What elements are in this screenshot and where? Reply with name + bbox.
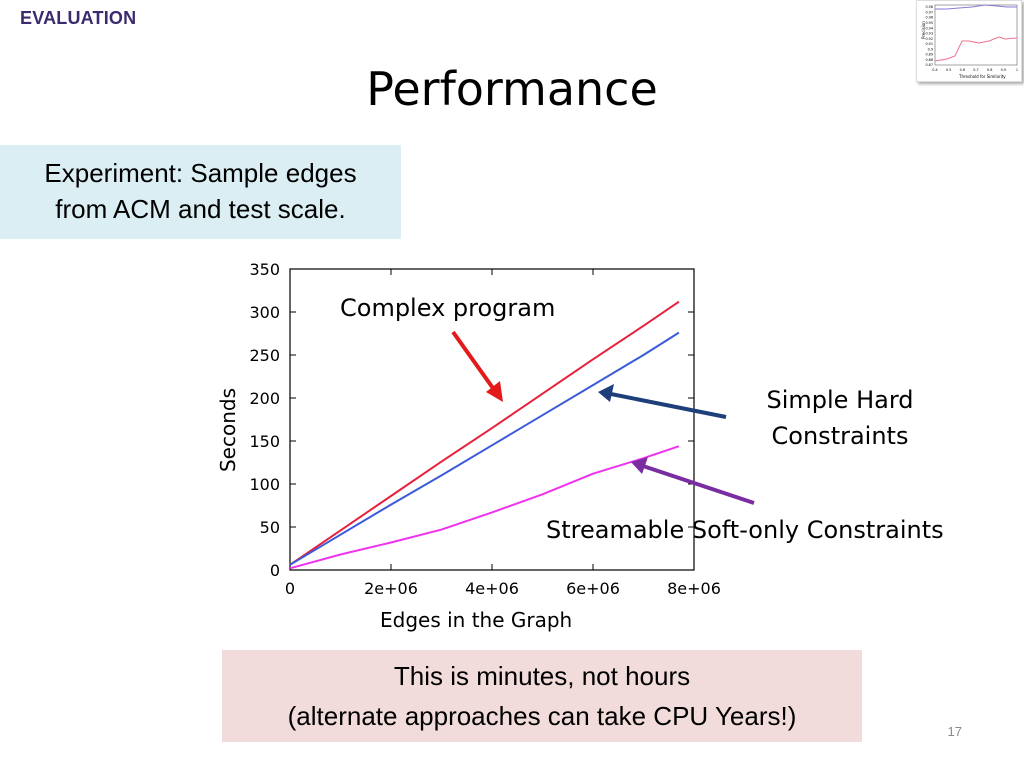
thumbnail-plot-frame <box>934 4 1018 66</box>
thumbnail-pink-line <box>934 36 1018 62</box>
thumbnail-x-tick-label: 0.8 <box>987 68 992 72</box>
x-tick-label: 8e+06 <box>667 579 721 598</box>
x-tick-label: 0 <box>285 579 295 598</box>
complex-arrow-shaft <box>451 330 502 400</box>
thumbnail-chart-svg: 0.980.970.960.950.940.930.920.910.90.890… <box>921 4 1018 79</box>
y-tick-label: 150 <box>249 432 280 451</box>
thumbnail-y-tick-label: 0.9 <box>928 47 933 51</box>
callout-simple-hard-constraints: Simple Hard Constraints <box>752 382 928 454</box>
y-tick-label: 100 <box>249 475 280 494</box>
y-tick-label: 0 <box>270 561 280 580</box>
thumbnail-blue-line <box>935 4 1017 10</box>
thumbnail-y-tick-label: 0.88 <box>925 58 933 62</box>
thumbnail-y-tick-label: 0.87 <box>925 63 933 67</box>
thumbnail-x-tick-label: 1 <box>1016 68 1018 72</box>
y-axis-title: Seconds <box>216 387 240 473</box>
thumbnail-y-tick-label: 0.92 <box>925 37 933 41</box>
thumbnail-y-tick-label: 0.89 <box>925 53 933 57</box>
callout-simple-line-2: Constraints <box>771 422 909 450</box>
simple-arrow-shaft <box>605 391 727 419</box>
thumbnail-ylabel: Precision <box>921 21 926 39</box>
chart-series <box>289 300 680 570</box>
thumbnail-x-tick-label: 0.9 <box>1001 68 1006 72</box>
y-tick-label: 300 <box>249 303 280 322</box>
x-axis-title: Edges in the Graph <box>380 608 573 632</box>
x-tick-label: 6e+06 <box>566 579 620 598</box>
x-tick-label: 2e+06 <box>364 579 418 598</box>
page-title: Performance <box>366 62 658 116</box>
thumbnail-x-tick-label: 0.7 <box>973 68 978 72</box>
thumbnail-chart: 0.98 0.97 0.96 0.95 0.94 0.93 0.92 0.91 0.9 0.89 0… <box>916 0 1022 82</box>
series-line-complex <box>289 300 680 566</box>
y-tick-label: 50 <box>260 518 280 537</box>
callout-streamable-soft: Streamable Soft-only Constraints <box>546 516 944 544</box>
thumbnail-y-tick-label: 0.91 <box>925 42 933 46</box>
experiment-box: Experiment: Sample edges from ACM and te… <box>0 145 401 239</box>
series-line-streamable <box>289 445 680 570</box>
thumbnail-y-tick-label: 0.97 <box>925 10 933 14</box>
experiment-line-2: from ACM and test scale. <box>55 194 346 224</box>
thumbnail-y-tick-label: 0.93 <box>925 32 933 36</box>
note-line-2: (alternate approaches can take CPU Years… <box>287 701 797 731</box>
thumbnail-xlabel: Threshold for Similarity <box>958 74 1006 79</box>
thumbnail-y-tick-label: 0.94 <box>925 26 933 30</box>
callout-simple-line-1: Simple Hard <box>766 386 914 414</box>
thumbnail-y-tick-label: 0.96 <box>925 16 933 20</box>
y-tick-label: 350 <box>249 260 280 279</box>
thumbnail-y-tick-label: 0.95 <box>925 21 933 25</box>
note-line-1: This is minutes, not hours <box>393 661 691 691</box>
experiment-line-1: Experiment: Sample edges <box>44 158 357 188</box>
note-box: This is minutes, not hours (alternate ap… <box>222 650 862 742</box>
simple-arrow-head <box>598 384 614 402</box>
page-number: 17 <box>947 724 962 739</box>
thumbnail-x-tick-label: 0.6 <box>960 68 965 72</box>
x-tick-label: 4e+06 <box>465 579 519 598</box>
y-tick-label: 200 <box>249 389 280 408</box>
series-line-simple <box>289 331 680 566</box>
streamable-arrow-head <box>631 457 648 474</box>
thumbnail-x-tick-label: 0.5 <box>946 68 951 72</box>
streamable-arrow-shaft <box>639 463 755 505</box>
callout-arrows <box>451 330 755 505</box>
thumbnail-y-tick-label: 0.98 <box>925 5 933 9</box>
y-tick-label: 250 <box>249 346 280 365</box>
thumbnail-x-tick-label: 0.4 <box>932 68 937 72</box>
section-tag: EVALUATION <box>20 8 137 28</box>
thumbnail-ticks: 0.980.970.960.950.940.930.920.910.90.890… <box>925 5 1018 72</box>
callout-complex-program: Complex program <box>340 294 556 322</box>
chart-axes: 0 50 100 150 200 250 300 350 0 2e+06 4e+06 6e+06 8e+… <box>249 260 720 598</box>
complex-arrow-head <box>486 381 503 402</box>
